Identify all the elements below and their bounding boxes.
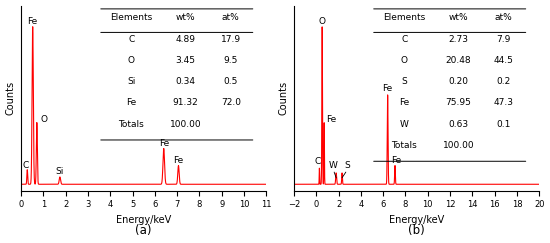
Text: Si: Si [56, 167, 64, 176]
Text: Fe: Fe [382, 84, 393, 93]
Text: Fe: Fe [173, 156, 184, 165]
Text: 100.00: 100.00 [443, 141, 474, 150]
Text: Si: Si [127, 77, 136, 86]
Text: 75.95: 75.95 [446, 98, 471, 107]
X-axis label: Energy/keV: Energy/keV [116, 215, 171, 225]
Text: Fe: Fe [326, 115, 336, 124]
Text: O: O [318, 17, 326, 26]
X-axis label: Energy/keV: Energy/keV [389, 215, 444, 225]
Text: 9.5: 9.5 [223, 56, 238, 65]
Text: C: C [314, 157, 321, 166]
Text: O: O [128, 56, 135, 65]
Text: Fe: Fe [28, 17, 38, 26]
Text: (a): (a) [135, 224, 152, 237]
Text: 0.2: 0.2 [497, 77, 511, 86]
Text: Fe: Fe [126, 98, 136, 107]
Text: Totals: Totals [119, 120, 144, 129]
Text: 0.20: 0.20 [448, 77, 468, 86]
Text: 47.3: 47.3 [494, 98, 514, 107]
Text: 44.5: 44.5 [494, 56, 514, 65]
Text: Elements: Elements [111, 13, 152, 22]
Text: 72.0: 72.0 [221, 98, 241, 107]
Text: O: O [40, 115, 47, 124]
Text: 3.45: 3.45 [175, 56, 195, 65]
Text: O: O [401, 56, 408, 65]
Text: at%: at% [495, 13, 513, 22]
Text: W: W [329, 161, 338, 170]
Text: at%: at% [222, 13, 240, 22]
Text: wt%: wt% [175, 13, 195, 22]
Text: C: C [128, 35, 135, 43]
Text: W: W [400, 120, 409, 129]
Y-axis label: Counts: Counts [6, 81, 15, 115]
Text: S: S [402, 77, 407, 86]
Text: C: C [23, 161, 29, 170]
Text: 0.5: 0.5 [223, 77, 238, 86]
Text: 0.34: 0.34 [175, 77, 195, 86]
Text: 100.00: 100.00 [169, 120, 201, 129]
Text: 0.63: 0.63 [448, 120, 469, 129]
Text: Totals: Totals [392, 141, 417, 150]
Text: 0.1: 0.1 [497, 120, 511, 129]
Text: C: C [402, 35, 408, 43]
Text: Elements: Elements [383, 13, 426, 22]
Text: Fe: Fe [399, 98, 410, 107]
Y-axis label: Counts: Counts [278, 81, 288, 115]
Text: wt%: wt% [448, 13, 468, 22]
Text: Fe: Fe [158, 139, 169, 148]
Text: (b): (b) [408, 224, 425, 237]
Text: S: S [344, 161, 350, 170]
Text: 91.32: 91.32 [173, 98, 198, 107]
Text: 7.9: 7.9 [497, 35, 511, 43]
Text: 2.73: 2.73 [448, 35, 468, 43]
Text: Fe: Fe [392, 156, 402, 165]
Text: 17.9: 17.9 [221, 35, 241, 43]
Text: 20.48: 20.48 [446, 56, 471, 65]
Text: 4.89: 4.89 [175, 35, 195, 43]
